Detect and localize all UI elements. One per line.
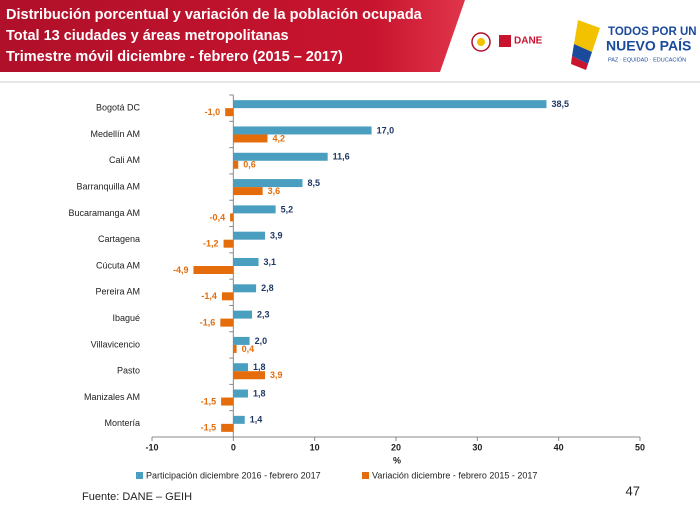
value-label: 3,6 bbox=[268, 186, 281, 196]
bar bbox=[220, 318, 234, 327]
value-label: 2,0 bbox=[255, 336, 268, 346]
category-label: Bogotá DC bbox=[96, 103, 141, 113]
bar bbox=[233, 336, 250, 345]
category-label: Medellín AM bbox=[90, 129, 140, 139]
bar bbox=[233, 310, 253, 319]
coat-of-arms bbox=[471, 32, 491, 52]
chart-subtitle: Trimestre móvil diciembre - febrero (201… bbox=[6, 49, 343, 65]
x-tick-label: 20 bbox=[391, 442, 401, 452]
value-label: 5,2 bbox=[281, 204, 294, 214]
bar bbox=[233, 152, 328, 161]
bar bbox=[233, 134, 268, 143]
value-label: -1,5 bbox=[201, 396, 217, 406]
bar bbox=[233, 344, 237, 353]
legend-swatch bbox=[362, 472, 369, 479]
value-label: -1,0 bbox=[205, 107, 221, 117]
value-label: -1,6 bbox=[200, 317, 216, 327]
slogan-logo bbox=[571, 56, 588, 70]
bar bbox=[230, 213, 234, 222]
bar bbox=[233, 371, 266, 380]
value-label: 11,6 bbox=[333, 152, 350, 162]
slogan-logo bbox=[574, 20, 600, 52]
value-label: 3,1 bbox=[264, 257, 277, 267]
bar bbox=[233, 389, 248, 398]
chart-title: Distribución porcentual y variación de l… bbox=[6, 7, 423, 23]
bar bbox=[233, 179, 303, 188]
slogan-text: TODOS POR UN bbox=[608, 26, 697, 38]
category-label: Manizales AM bbox=[84, 392, 140, 402]
x-tick-label: 10 bbox=[310, 442, 320, 452]
value-label: 38,5 bbox=[551, 99, 569, 109]
x-tick-label: 0 bbox=[231, 442, 236, 452]
bar bbox=[221, 423, 234, 432]
value-label: 1,8 bbox=[253, 362, 266, 372]
legend-label: Participación diciembre 2016 - febrero 2… bbox=[146, 470, 321, 480]
chart-subtitle: Total 13 ciudades y áreas metropolitanas bbox=[6, 28, 289, 44]
motto-text: PAZ · EQUIDAD · EDUCACIÓN bbox=[608, 56, 686, 63]
category-label: Cali AM bbox=[109, 155, 140, 165]
bar bbox=[233, 363, 248, 372]
bar bbox=[233, 231, 266, 240]
value-label: -4,9 bbox=[173, 265, 189, 275]
value-label: 1,8 bbox=[253, 388, 266, 398]
bar bbox=[193, 266, 234, 274]
page-number: 47 bbox=[626, 483, 640, 498]
x-tick-label: 50 bbox=[635, 442, 645, 452]
value-label: 4,2 bbox=[272, 133, 285, 143]
category-label: Cartagena bbox=[98, 234, 140, 244]
category-label: Barranquilla AM bbox=[76, 181, 140, 191]
bar bbox=[221, 292, 234, 301]
slogan-text: NUEVO PAÍS bbox=[606, 38, 691, 54]
title-banner bbox=[0, 0, 465, 72]
legend-label: Variación diciembre - febrero 2015 - 201… bbox=[372, 470, 537, 480]
bar bbox=[233, 205, 276, 214]
x-tick-label: 30 bbox=[472, 442, 482, 452]
value-label: 2,3 bbox=[257, 309, 270, 319]
dane-text: DANE bbox=[514, 36, 543, 47]
bar bbox=[233, 187, 263, 196]
category-label: Pereira AM bbox=[95, 287, 140, 297]
value-label: 17,0 bbox=[377, 125, 395, 135]
bar bbox=[233, 415, 245, 424]
bar bbox=[233, 126, 372, 135]
slogan-logo bbox=[572, 44, 592, 64]
category-label: Montería bbox=[104, 418, 140, 428]
x-tick-label: 40 bbox=[554, 442, 564, 452]
bar bbox=[233, 258, 259, 266]
bar bbox=[221, 397, 234, 406]
source: Fuente: DANE – GEIH bbox=[82, 491, 192, 503]
category-label: Pasto bbox=[117, 366, 140, 376]
x-axis-label: % bbox=[393, 455, 401, 465]
bar bbox=[233, 100, 547, 109]
legend-swatch bbox=[136, 472, 143, 479]
value-label: 2,8 bbox=[261, 283, 274, 293]
bar bbox=[233, 160, 239, 169]
bar bbox=[225, 108, 234, 117]
coat-of-arms bbox=[477, 38, 485, 46]
value-label: 3,9 bbox=[270, 370, 283, 380]
category-label: Ibagué bbox=[112, 313, 140, 323]
value-label: 1,4 bbox=[250, 415, 263, 425]
value-label: 8,5 bbox=[307, 178, 320, 188]
value-label: -1,5 bbox=[201, 423, 217, 433]
category-label: Villavicencio bbox=[91, 339, 140, 349]
x-tick-label: -10 bbox=[145, 442, 158, 452]
value-label: 3,9 bbox=[270, 231, 283, 241]
value-label: -1,2 bbox=[203, 239, 219, 249]
value-label: 0,4 bbox=[242, 344, 255, 354]
value-label: -1,4 bbox=[201, 291, 217, 301]
category-label: Bucaramanga AM bbox=[68, 208, 140, 218]
category-label: Cúcuta AM bbox=[96, 260, 140, 270]
dane-logo bbox=[499, 35, 511, 47]
bar bbox=[233, 284, 257, 293]
bar bbox=[223, 239, 234, 248]
value-label: -0,4 bbox=[210, 212, 226, 222]
value-label: 0,6 bbox=[243, 160, 256, 170]
